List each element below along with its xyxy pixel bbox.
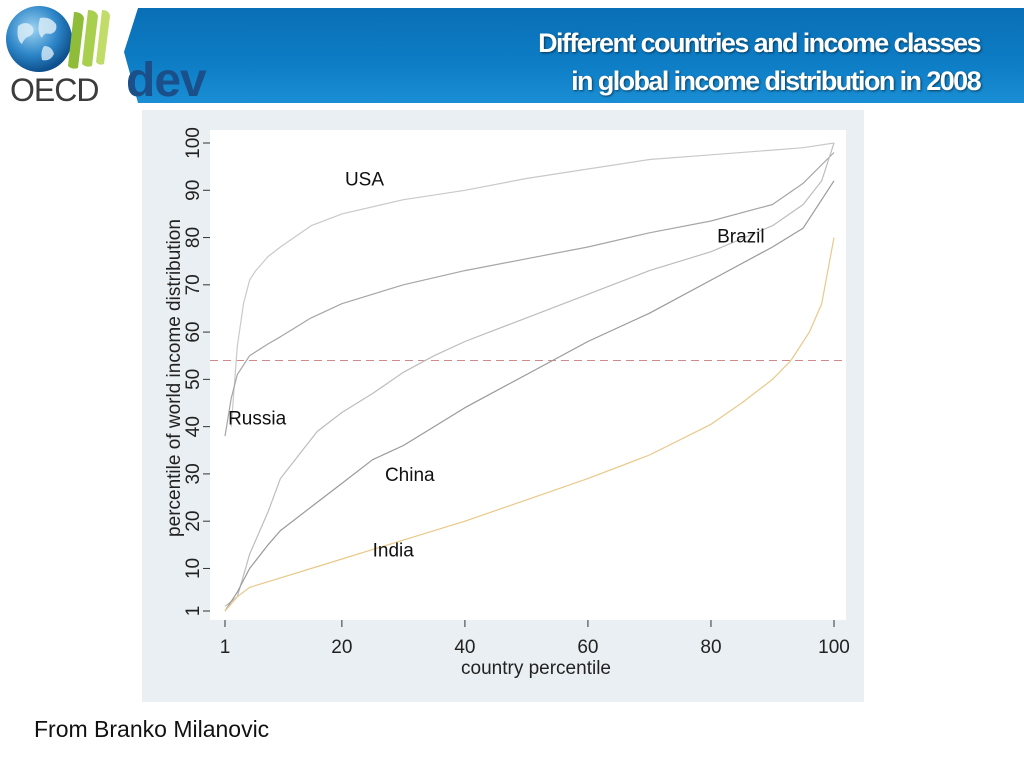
y-tick-label: 100: [183, 127, 204, 159]
oecd-logo: OECD: [4, 4, 124, 108]
y-tick-label: 70: [183, 274, 204, 295]
header-notch-bottom: [124, 52, 138, 103]
x-tick-label: 1: [220, 637, 231, 658]
series-line-china: [224, 180, 835, 612]
y-tick-label: 90: [183, 180, 204, 201]
series-line-russia: [224, 142, 835, 607]
x-tick-label: 20: [331, 637, 352, 658]
slide-title-line2: in global income distribution in 2008: [571, 66, 981, 96]
series-label-india: India: [373, 541, 415, 562]
x-axis-label: country percentile: [461, 658, 611, 679]
y-tick-label: 60: [183, 322, 204, 343]
y-tick-label: 40: [183, 416, 204, 437]
x-tick-label: 60: [577, 637, 598, 658]
y-tick-label: 10: [183, 558, 204, 579]
slide-title: Different countries and income classes i…: [538, 24, 981, 100]
series-labels: USA Brazil Russia China India: [228, 170, 765, 562]
series-label-brazil: Brazil: [717, 226, 765, 247]
series-line-india: [224, 237, 835, 612]
plot-area: [210, 130, 846, 620]
y-tick-label: 50: [183, 369, 204, 390]
series-line-brazil: [224, 152, 835, 437]
series-line-usa: [230, 142, 835, 427]
y-tick-label: 30: [183, 463, 204, 484]
x-tick-label: 80: [700, 637, 721, 658]
series-label-russia: Russia: [228, 408, 287, 429]
series-lines: [210, 142, 846, 612]
oecd-logo-text: OECD: [10, 72, 99, 108]
x-tick-label: 40: [454, 637, 475, 658]
x-tick-label: 100: [818, 637, 850, 658]
y-tick-label: 80: [183, 227, 204, 248]
y-axis-label: percentile of world income distribution: [164, 219, 185, 537]
y-tick-label: 1: [183, 606, 204, 617]
header-notch-top: [124, 8, 138, 52]
series-label-usa: USA: [345, 170, 384, 191]
axes: 1 20 40 60 80 100 1 10 20 30 40 50 60 70 80 90 100: [183, 127, 850, 658]
income-distribution-chart: 1 20 40 60 80 100 1 10 20 30 40 50 60 70 80 90 100 USA Br…: [142, 110, 864, 702]
header-banner: [124, 8, 1024, 103]
y-tick-label: 20: [183, 511, 204, 532]
series-label-china: China: [385, 465, 435, 486]
chart-panel: 1 20 40 60 80 100 1 10 20 30 40 50 60 70 80 90 100 USA Br…: [142, 110, 864, 702]
dev-logo-text: dev: [126, 54, 207, 107]
slide-title-line1: Different countries and income classes: [538, 28, 981, 58]
globe-icon: [6, 6, 110, 72]
source-credit: From Branko Milanovic: [34, 716, 270, 742]
